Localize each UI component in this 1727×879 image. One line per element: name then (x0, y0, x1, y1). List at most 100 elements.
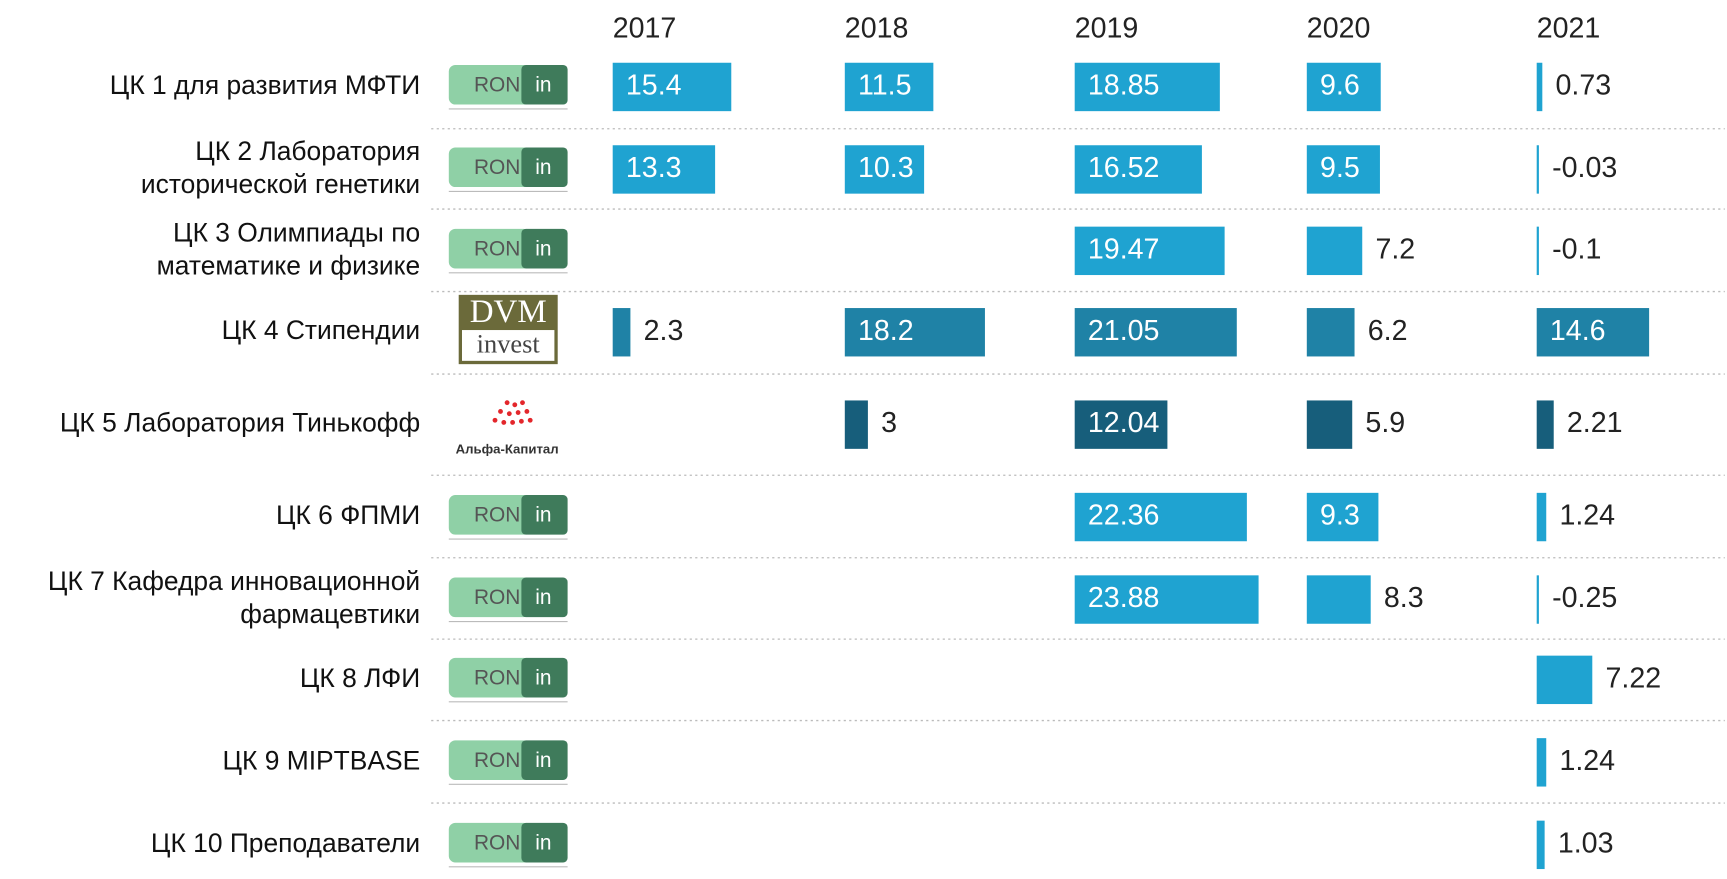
logo-text: DVM (470, 294, 547, 330)
bar (844, 308, 985, 357)
row-label: фармацевтики (240, 599, 420, 629)
bar (1074, 308, 1237, 357)
logo-right (521, 822, 568, 863)
column-header: 2018 (845, 12, 909, 44)
logo-left (448, 577, 531, 618)
logo-left (448, 228, 531, 269)
value-label: 7.2 (1375, 233, 1415, 265)
logo-text: RON (474, 237, 520, 260)
logo-text: in (535, 749, 551, 772)
bar (1306, 62, 1381, 112)
bar (1536, 820, 1545, 870)
bar (1306, 400, 1353, 449)
logo-right (521, 495, 568, 535)
bar (1074, 400, 1168, 449)
bar (1074, 226, 1225, 276)
row-label: ЦК 4 Стипендии (222, 315, 421, 345)
logo-dot (527, 417, 533, 423)
value-label: 22.36 (1088, 500, 1160, 532)
logo: RON in (448, 147, 568, 193)
logo-left (448, 740, 531, 780)
value-label: 19.47 (1088, 233, 1160, 265)
value-label: 18.2 (858, 315, 914, 347)
logo-right (521, 64, 568, 105)
value-label: 12.04 (1088, 407, 1160, 439)
logo-text: RON (474, 666, 520, 689)
value-label: 10.3 (858, 152, 914, 184)
bar (844, 400, 868, 449)
logo: RON in (448, 657, 568, 703)
value-label: 15.4 (626, 70, 682, 102)
value-label: 16.52 (1088, 152, 1160, 184)
bar (844, 62, 934, 112)
value-label: 21.05 (1088, 315, 1160, 347)
logo-right (521, 228, 568, 269)
logo-left (448, 822, 531, 863)
value-label: 9.3 (1320, 500, 1360, 532)
bar (1074, 492, 1247, 542)
logo-text: in (535, 586, 551, 609)
bar (612, 308, 631, 357)
bar (1306, 145, 1380, 194)
row-label: ЦК 5 Лаборатория Тинькофф (60, 408, 420, 438)
logo-left (448, 64, 531, 105)
logo-dot (512, 402, 518, 408)
value-label: 1.24 (1559, 745, 1615, 777)
bar (1306, 308, 1355, 357)
logo: Альфа-Капитал (456, 400, 559, 456)
logo: RON in (448, 577, 568, 623)
logo-dot (492, 417, 498, 423)
bar (612, 62, 732, 112)
bar (1536, 575, 1539, 624)
bar (1074, 575, 1259, 624)
logo-right (521, 577, 568, 618)
bar (1306, 492, 1379, 542)
value-label: 14.6 (1550, 315, 1606, 347)
logo-text: in (535, 666, 551, 689)
logo-dot (510, 420, 516, 425)
logo-dot (524, 409, 530, 414)
logo: RON in (448, 228, 568, 274)
bar (1536, 226, 1539, 276)
logo-text: in (535, 73, 551, 96)
row-label: ЦК 8 ЛФИ (300, 663, 420, 693)
bar (1536, 308, 1650, 357)
logo-inner (462, 330, 555, 361)
row-label: ЦК 2 Лаборатория (195, 136, 420, 166)
logo-text: in (535, 237, 551, 260)
bar (1536, 400, 1554, 449)
value-label: 9.5 (1320, 152, 1360, 184)
logo-text: in (535, 831, 551, 854)
logo-text: RON (474, 503, 520, 526)
logo-text: invest (477, 329, 541, 359)
value-label: 5.9 (1365, 407, 1405, 439)
logo-dot (518, 418, 524, 424)
row-label: ЦК 6 ФПМИ (276, 500, 420, 530)
bar (1306, 226, 1363, 276)
logo: RON in (448, 495, 568, 540)
value-label: -0.25 (1552, 582, 1617, 614)
logo-text: RON (474, 586, 520, 609)
bar (1074, 62, 1220, 112)
bar (1536, 62, 1543, 112)
logo-text: RON (474, 749, 520, 772)
value-label: -0.1 (1552, 233, 1601, 265)
row-label: ЦК 3 Олимпиады по (173, 217, 420, 247)
logo-dot (498, 409, 503, 414)
logo-dot (506, 411, 512, 417)
row-label: ЦК 10 Преподаватели (151, 828, 420, 858)
bar (1536, 738, 1547, 787)
row-label: ЦК 9 MIPTBASE (223, 745, 421, 775)
logo-dot (515, 410, 521, 415)
bar (844, 145, 925, 194)
value-label: 1.03 (1558, 827, 1614, 859)
bar (1306, 575, 1371, 624)
value-label: 7.22 (1605, 662, 1661, 694)
bar (1536, 492, 1547, 542)
column-header: 2017 (613, 12, 677, 44)
value-label: -0.03 (1552, 152, 1617, 184)
bar (1536, 145, 1539, 194)
